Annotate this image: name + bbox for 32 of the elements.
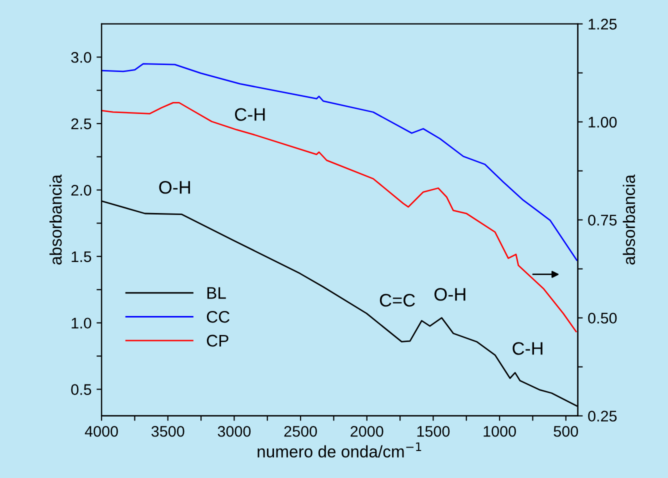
annotation: C-H [235, 108, 265, 121]
x-axis-title: numero de onda/cm$^{−1}$ [258, 442, 422, 458]
y-tick-label: 0.5 [71, 384, 92, 395]
x-tick-label: 2000 [350, 426, 384, 437]
y2-tick-label: 0.25 [588, 410, 617, 422]
x-tick-label: 1000 [484, 426, 516, 437]
y-tick-label: 1.0 [72, 318, 92, 329]
x-tick-label: 3000 [218, 426, 251, 437]
legend-label: CP [206, 334, 228, 347]
y2-tick-label: 0.75 [588, 214, 617, 226]
line-series [102, 102, 577, 332]
x-tick-label: 3500 [151, 426, 184, 437]
x-tick-label: 500 [554, 426, 578, 437]
y2-tick-label: 1.25 [588, 18, 617, 30]
annotation: O-H [159, 180, 190, 194]
legend-label: CC [206, 310, 230, 323]
y-tick-label: 1.5 [72, 251, 92, 262]
legend-label: BL [207, 287, 226, 299]
y2-tick-label: 0.50 [588, 312, 617, 324]
y2-tick-label: 1.00 [588, 116, 617, 128]
y-tick-label: 3.0 [71, 52, 92, 63]
y-tick-label: 2.5 [71, 118, 92, 130]
x-tick-label: 2500 [284, 426, 317, 437]
annotation: O-H [434, 288, 466, 301]
annotation: C-H [512, 342, 542, 355]
x-tick-label: 4000 [84, 426, 118, 437]
y2-axis-title: absorbancia [622, 174, 636, 265]
line-series [102, 63, 578, 261]
y-axis-title: absorbancia [49, 174, 62, 265]
y-tick-label: 2.0 [71, 184, 92, 196]
annotation: C=C [380, 294, 415, 307]
x-tick-label: 1500 [417, 426, 450, 437]
